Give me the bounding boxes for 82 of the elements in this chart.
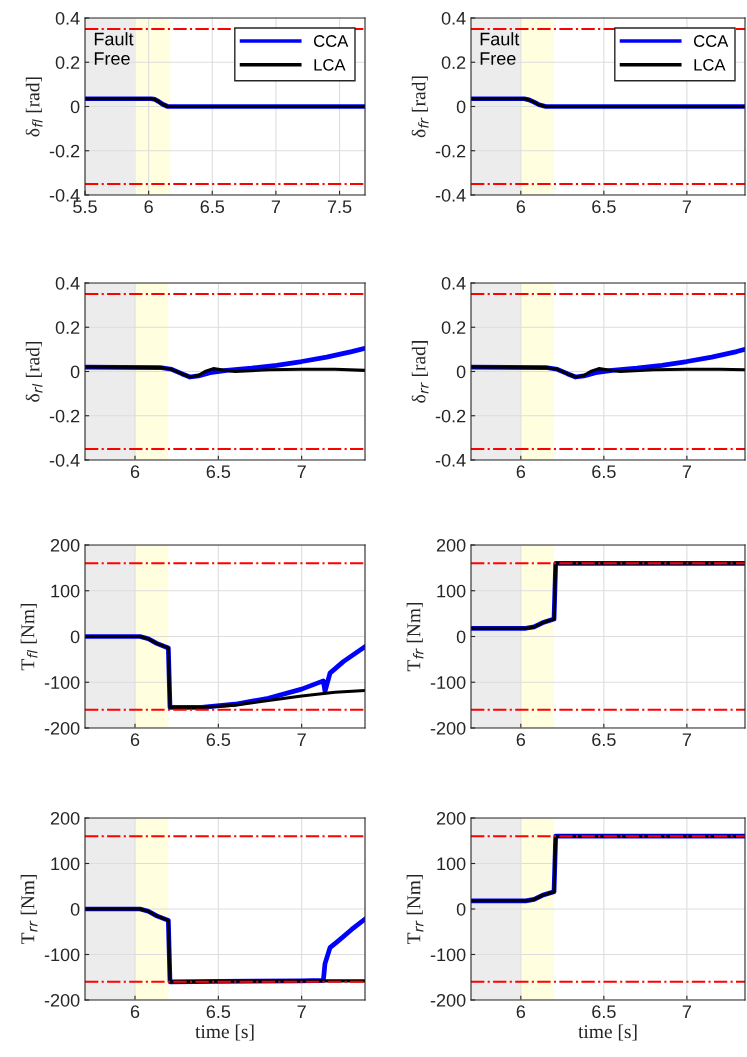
x-tick-label: 6.5 (200, 200, 225, 214)
x-axis-title: time [s] (578, 1024, 637, 1041)
legend-label: LCA (314, 58, 346, 71)
annotation: Fault Free (480, 32, 520, 65)
x-tick-label: 7 (297, 465, 306, 478)
y-tick-label: -200 (430, 721, 466, 735)
x-tick-label: 6 (130, 465, 140, 479)
x-tick-label: 7 (271, 200, 281, 213)
y-tick-label: -0.4 (49, 188, 80, 202)
x-tick-label: 6.5 (592, 1005, 616, 1019)
x-tick-label: 6 (130, 733, 140, 747)
y-tick-label: 100 (51, 584, 80, 598)
legend-label: CCA (693, 35, 729, 47)
legend-label: LCA (694, 58, 726, 71)
y-tick-label: 0.4 (55, 276, 80, 290)
y-tick-label: 0 (70, 902, 80, 916)
y-tick-label: -0.2 (435, 409, 466, 423)
x-tick-label: 6 (516, 733, 526, 747)
y-tick-label: 100 (437, 857, 466, 871)
x-tick-label: 7 (682, 200, 691, 213)
y-tick-label: 200 (50, 538, 80, 552)
y-tick-label: -0.4 (435, 188, 466, 202)
y-axis-title: T$_{rr}$ [Nm] (20, 875, 38, 945)
x-tick-label: 7 (682, 465, 691, 478)
x-tick-label: 7 (682, 733, 691, 746)
x-tick-label: 5.5 (73, 200, 97, 214)
x-tick-label: 7.5 (327, 200, 352, 214)
x-axis-title: time [s] (195, 1024, 254, 1041)
y-axis-title: δ$_{rl}$ [rad] (25, 342, 43, 402)
x-tick-label: 7 (682, 1005, 691, 1018)
y-tick-label: 200 (436, 538, 466, 552)
y-tick-label: 0 (70, 100, 80, 114)
y-tick-label: 0.4 (441, 11, 466, 25)
y-tick-label: 0 (70, 630, 80, 644)
y-tick-label: 0.2 (441, 321, 466, 334)
y-tick-label: 200 (436, 811, 466, 825)
x-tick-label: 6 (516, 1005, 526, 1019)
x-tick-label: 6.5 (206, 733, 231, 747)
y-tick-label: -200 (44, 721, 80, 735)
x-tick-label: 6.5 (592, 465, 616, 479)
y-axis-title: T$_{rr}$ [Nm] (406, 875, 424, 945)
annotation: Fault Free (94, 32, 134, 65)
y-tick-label: 0 (456, 365, 466, 379)
y-tick-label: -100 (44, 676, 80, 689)
y-tick-label: 0 (456, 902, 466, 916)
y-axis-title: δ$_{rr}$ [rad] (411, 341, 429, 403)
y-tick-label: 0.4 (441, 276, 466, 290)
x-tick-label: 6.5 (206, 465, 231, 479)
y-axis-title: T$_{fr}$ [Nm] (406, 602, 424, 672)
y-tick-label: -100 (430, 676, 466, 689)
x-tick-label: 7 (297, 733, 306, 746)
y-tick-label: 100 (437, 584, 466, 598)
y-tick-label: -0.4 (49, 453, 80, 467)
x-tick-label: 6.5 (592, 733, 616, 747)
y-tick-label: -100 (430, 948, 466, 962)
y-tick-label: -0.2 (435, 144, 466, 158)
x-tick-label: 6 (516, 465, 526, 479)
y-tick-label: 0.2 (55, 56, 80, 69)
y-tick-label: 0 (70, 365, 80, 379)
y-tick-label: 0 (456, 630, 466, 644)
y-tick-label: -0.2 (49, 144, 80, 158)
legend-label: CCA (313, 35, 349, 47)
y-tick-label: 0.2 (55, 321, 80, 334)
x-tick-label: 6 (130, 1005, 140, 1019)
y-axis-title: T$_{fl}$ [Nm] (20, 603, 38, 671)
x-tick-label: 6.5 (592, 200, 616, 214)
y-tick-label: -100 (44, 948, 80, 962)
y-tick-label: 0.2 (441, 56, 466, 69)
x-tick-label: 6 (144, 200, 153, 214)
x-tick-label: 6.5 (206, 1005, 231, 1019)
y-tick-label: -0.4 (435, 453, 466, 467)
y-tick-label: 200 (50, 811, 80, 825)
y-tick-label: -200 (44, 993, 80, 1007)
x-tick-label: 7 (297, 1005, 306, 1018)
y-axis-title: δ$_{fr}$ [rad] (411, 76, 429, 138)
x-tick-label: 6 (516, 200, 526, 214)
y-tick-label: 0 (456, 100, 466, 114)
y-tick-label: -200 (430, 993, 466, 1007)
y-axis-title: δ$_{fl}$ [rad] (25, 77, 43, 137)
y-tick-label: 100 (51, 857, 80, 871)
y-tick-label: 0.4 (55, 11, 80, 25)
y-tick-label: -0.2 (49, 409, 80, 423)
